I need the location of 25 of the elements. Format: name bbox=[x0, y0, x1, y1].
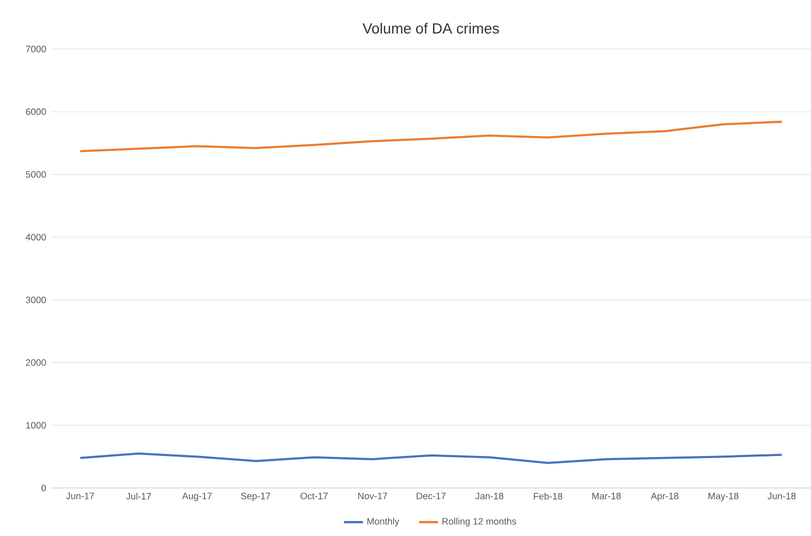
legend-label: Monthly bbox=[367, 518, 400, 526]
x-tick-label: Jun-17 bbox=[66, 492, 94, 500]
x-tick-label: Dec-17 bbox=[416, 492, 446, 500]
legend-label: Rolling 12 months bbox=[442, 518, 516, 526]
line-series bbox=[79, 120, 783, 152]
x-tick-label: May-18 bbox=[708, 492, 738, 502]
x-tick-label: Aug-17 bbox=[182, 492, 212, 502]
y-tick-label: 1000 bbox=[26, 422, 46, 429]
x-tick-label: Oct-17 bbox=[300, 492, 328, 500]
y-tick-label: 3000 bbox=[26, 296, 46, 304]
x-tick-label: Nov-17 bbox=[358, 492, 388, 500]
x-tick-label: Feb-18 bbox=[534, 492, 562, 500]
y-tick-label: 0 bbox=[41, 484, 46, 492]
chart-title: Volume of DA crimes bbox=[362, 22, 499, 34]
x-tick-label: Jul-17 bbox=[126, 492, 151, 500]
y-tick-label: 2000 bbox=[26, 359, 46, 366]
x-tick-label: Apr-18 bbox=[650, 492, 678, 502]
y-tick-label: 6000 bbox=[26, 108, 46, 116]
x-tick-label: Jan-18 bbox=[475, 492, 504, 500]
y-tick-label: 5000 bbox=[26, 171, 46, 178]
y-tick-label: 7000 bbox=[26, 46, 46, 52]
y-tick-label: 4000 bbox=[26, 234, 46, 240]
x-tick-label: Sep-17 bbox=[240, 492, 270, 502]
x-tick-label: Jun-18 bbox=[768, 492, 796, 500]
x-tick-label: Mar-18 bbox=[592, 492, 621, 500]
